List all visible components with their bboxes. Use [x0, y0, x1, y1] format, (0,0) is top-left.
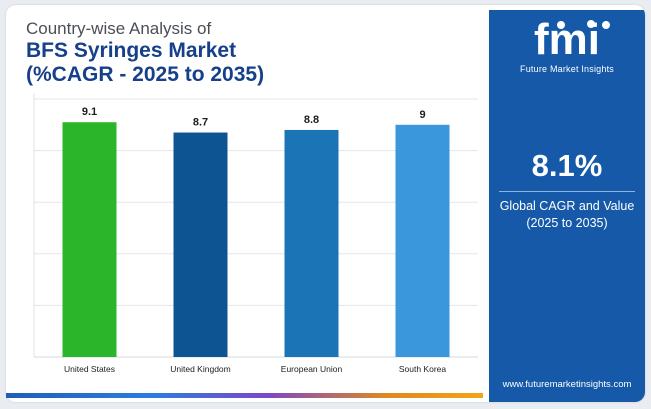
- chart-title-line1: Country-wise Analysis of: [26, 19, 212, 38]
- x-tick-label: United States: [64, 364, 115, 374]
- x-tick-label: European Union: [281, 364, 343, 374]
- x-tick-label: United Kingdom: [170, 364, 230, 374]
- chart-card: Country-wise Analysis of BFS Syringes Ma…: [6, 5, 645, 402]
- data-label: 9: [419, 109, 425, 121]
- website-link[interactable]: www.futuremarketinsights.com: [502, 379, 632, 390]
- data-label: 9.1: [82, 106, 97, 118]
- brand-panel: fmi Future Market Insights 8.1% Global C…: [489, 10, 645, 402]
- data-label: 8.7: [193, 117, 208, 129]
- global-cagr-label: Global CAGR and Value (2025 to 2035): [489, 198, 645, 232]
- bar: [62, 122, 117, 357]
- bottom-accent-bar: [6, 393, 483, 398]
- chart-title-line2: BFS Syringes Market: [26, 39, 237, 62]
- data-label: 8.8: [304, 114, 319, 126]
- bar: [284, 129, 339, 357]
- global-cagr-value: 8.1%: [531, 148, 603, 183]
- fmi-logo-icon: fmi: [534, 16, 610, 60]
- bar-chart: 9.1 United States 8.7 United Kingdom 8.8 Euro…: [33, 93, 478, 374]
- chart-title-block: Country-wise Analysis of BFS Syringes Ma…: [26, 19, 264, 87]
- global-cagr-label-line2: (2025 to 2035): [526, 216, 608, 230]
- global-cagr-label-line1: Global CAGR and Value: [499, 199, 635, 213]
- bar: [395, 124, 450, 357]
- brand-tagline: Future Market Insights: [520, 64, 614, 74]
- bar: [173, 132, 228, 357]
- chart-title-line3: (%CAGR - 2025 to 2035): [26, 63, 265, 86]
- kpi-divider: [499, 191, 635, 192]
- x-tick-label: South Korea: [399, 364, 447, 374]
